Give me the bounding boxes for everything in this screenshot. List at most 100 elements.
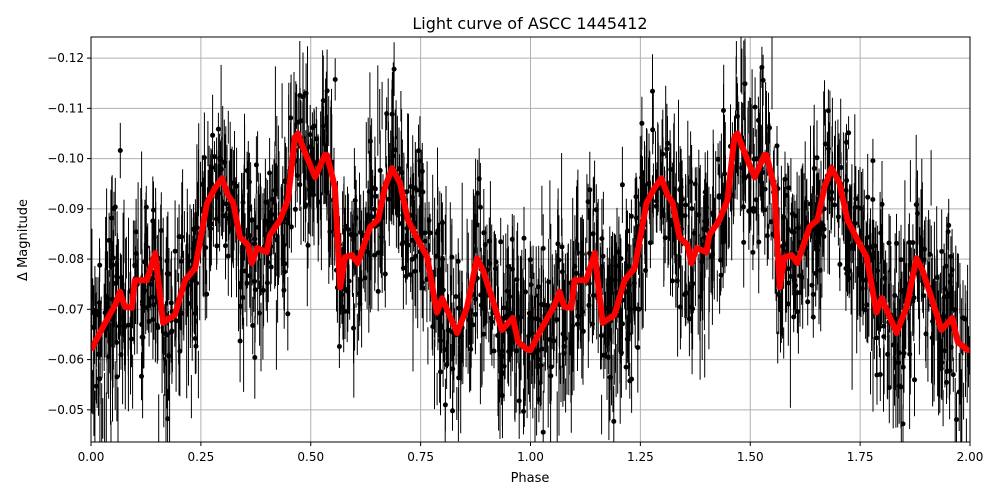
- observation-point: [950, 372, 956, 378]
- observation-point: [844, 139, 849, 145]
- observation-point: [679, 196, 685, 202]
- observation-point: [785, 266, 791, 272]
- observation-point: [753, 197, 759, 203]
- observation-point: [194, 225, 200, 231]
- observation-point: [226, 215, 232, 221]
- observation-point: [313, 136, 319, 142]
- observation-point: [297, 92, 303, 98]
- observation-point: [453, 294, 459, 300]
- observation-point: [336, 344, 342, 349]
- observation-point: [628, 213, 634, 219]
- observation-point: [507, 338, 513, 344]
- observation-point: [210, 132, 216, 138]
- observation-point: [346, 278, 352, 284]
- observation-point: [943, 263, 949, 269]
- observation-point: [865, 194, 871, 200]
- observation-point: [408, 272, 414, 278]
- observation-point: [647, 240, 653, 246]
- chart-title: Light curve of ASCC 1445412: [412, 14, 647, 33]
- observation-point: [321, 123, 326, 129]
- observation-point: [506, 349, 512, 354]
- observation-point: [194, 280, 199, 286]
- observation-point: [486, 238, 492, 244]
- observation-point: [481, 299, 486, 305]
- observation-point: [132, 262, 138, 268]
- observation-point: [255, 224, 261, 230]
- observation-point: [240, 200, 246, 205]
- observation-point: [102, 310, 108, 316]
- observation-point: [768, 219, 774, 225]
- observation-point: [863, 277, 869, 283]
- observation-point: [481, 331, 487, 337]
- observation-point: [295, 119, 301, 125]
- observation-point: [611, 418, 617, 424]
- observation-point: [825, 108, 831, 114]
- observation-point: [91, 371, 95, 377]
- observation-point: [662, 235, 668, 241]
- observation-point: [513, 348, 519, 354]
- observation-point: [357, 301, 363, 307]
- observation-point: [843, 187, 849, 193]
- observation-point: [470, 322, 476, 328]
- observation-point: [371, 206, 377, 212]
- observation-point: [274, 237, 280, 243]
- observation-point: [95, 351, 101, 357]
- observation-point: [409, 194, 415, 200]
- observation-point: [357, 291, 363, 296]
- observation-point: [881, 334, 887, 340]
- observation-point: [624, 336, 630, 342]
- observation-point: [829, 189, 835, 195]
- observation-point: [475, 190, 481, 196]
- observation-point: [665, 140, 670, 146]
- observation-point: [375, 288, 381, 294]
- observation-point: [668, 167, 674, 172]
- observation-point: [605, 305, 611, 311]
- observation-point: [352, 198, 358, 203]
- observation-point: [285, 311, 291, 317]
- observation-point: [227, 212, 233, 217]
- observation-point: [844, 178, 850, 183]
- observation-point: [399, 221, 404, 226]
- observation-point: [269, 219, 275, 225]
- observation-point: [281, 242, 287, 248]
- observation-point: [327, 229, 333, 235]
- observation-point: [214, 243, 220, 249]
- observation-point: [118, 352, 124, 358]
- observation-point: [386, 196, 392, 202]
- observation-point: [399, 170, 405, 176]
- observation-point: [885, 351, 891, 357]
- x-tick-label: 0.25: [188, 450, 215, 464]
- observation-point: [409, 256, 415, 262]
- observation-point: [591, 292, 596, 298]
- observation-point: [435, 315, 441, 321]
- observation-point: [650, 88, 655, 94]
- observation-point: [164, 258, 170, 264]
- observation-point: [692, 181, 698, 187]
- observation-point: [911, 295, 917, 301]
- observation-point: [231, 180, 237, 186]
- observation-point: [489, 319, 495, 325]
- observation-point: [365, 212, 371, 218]
- observation-point: [351, 325, 356, 331]
- observation-point: [283, 179, 288, 185]
- observation-point: [271, 199, 277, 205]
- observation-point: [607, 374, 613, 380]
- observation-point: [117, 148, 123, 153]
- observation-point: [400, 239, 406, 245]
- x-tick-label: 1.25: [627, 450, 654, 464]
- observation-point: [872, 243, 878, 249]
- observation-point: [626, 331, 632, 337]
- observation-point: [742, 81, 748, 87]
- observation-point: [561, 351, 567, 356]
- observation-point: [133, 251, 139, 256]
- observation-point: [876, 324, 882, 330]
- observation-point: [690, 281, 696, 287]
- observation-point: [285, 220, 291, 226]
- observation-point: [954, 417, 959, 423]
- observation-point: [856, 268, 862, 273]
- observation-point: [192, 336, 198, 341]
- observation-point: [927, 251, 933, 257]
- observation-point: [168, 329, 174, 335]
- observation-point: [703, 205, 709, 211]
- observation-point: [450, 408, 455, 414]
